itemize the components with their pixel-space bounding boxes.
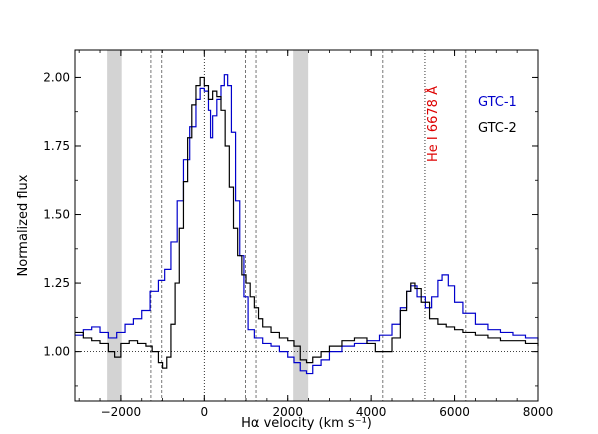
- shaded-band-1: [293, 50, 309, 401]
- y-tick-label-2: 1.50: [43, 208, 70, 222]
- x-tick-label-0: −2000: [101, 405, 142, 419]
- plot-frame: [74, 49, 539, 402]
- series-layer: [75, 74, 539, 375]
- y-tick-label-4: 2.00: [43, 70, 70, 84]
- shaded-band-0: [107, 50, 122, 401]
- x-tick-label-2: 2000: [272, 405, 303, 419]
- x-tick-label-4: 6000: [439, 405, 470, 419]
- velocity-marker-lines: [150, 50, 467, 401]
- shaded-bands: [107, 50, 309, 401]
- x-axis-label: Hα velocity (km s⁻¹): [241, 416, 372, 431]
- x-tick-label-5: 8000: [523, 405, 554, 419]
- series-line-gtc-2: [75, 76, 539, 369]
- x-tick-label-3: 4000: [356, 405, 387, 419]
- y-tick-label-3: 1.75: [43, 139, 70, 153]
- x-tick-label-1: 0: [200, 405, 208, 419]
- series-line-gtc-1: [75, 74, 539, 375]
- y-tick-label-1: 1.25: [43, 276, 70, 290]
- legend-entry-gtc-2: GTC-2: [478, 121, 517, 136]
- y-axis-label: Normalized flux: [16, 174, 31, 276]
- y-tick-label-0: 1.00: [43, 345, 70, 359]
- he-i-annotation: He I 6678 Å: [425, 86, 441, 162]
- legend-entry-gtc-1: GTC-1: [478, 95, 517, 110]
- y-axis-ticks: 1.00 1.25 1.50 1.75 2.00: [43, 70, 538, 387]
- x-axis-ticks: −2000 0 2000 4000 6000 8000: [78, 50, 554, 419]
